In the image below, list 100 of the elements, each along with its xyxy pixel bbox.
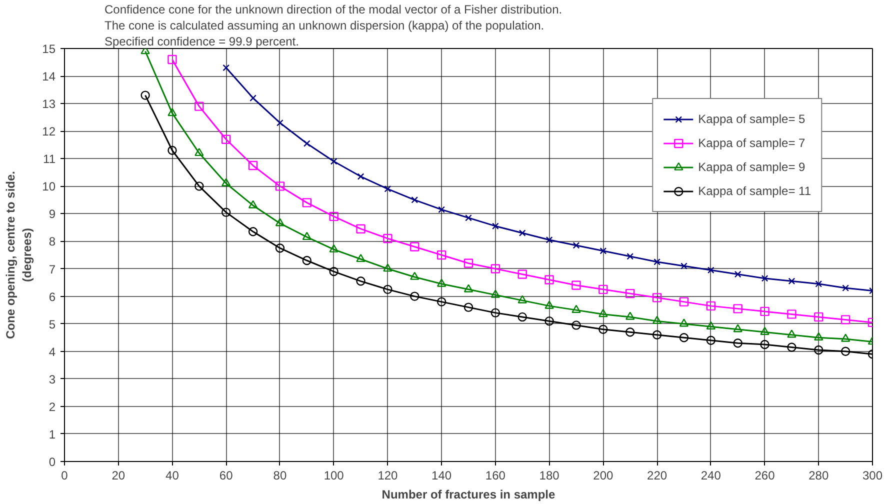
point [518, 312, 527, 322]
point [787, 342, 796, 352]
x-tick-label: 260 [754, 468, 776, 482]
point [654, 258, 660, 266]
x-tick-label: 280 [808, 468, 829, 482]
y-tick-label: 0 [48, 455, 56, 469]
point [840, 334, 850, 342]
y-tick-label: 4 [48, 344, 56, 359]
y-tick-label: 5 [48, 317, 56, 332]
point [814, 312, 824, 322]
legend-label: Kappa of sample= 11 [698, 184, 811, 198]
point [546, 236, 553, 244]
point [733, 304, 742, 314]
point [464, 302, 474, 312]
legend-label: Kappa of sample= 5 [698, 112, 806, 126]
point [436, 297, 446, 306]
point [706, 301, 716, 311]
x-tick-label: 180 [539, 468, 560, 482]
point [438, 206, 445, 213]
point [680, 262, 688, 270]
point [679, 297, 689, 306]
point [330, 158, 338, 165]
point [490, 308, 500, 318]
point [356, 224, 366, 234]
x-tick-label: 60 [219, 468, 234, 482]
point [626, 328, 635, 337]
point [842, 284, 849, 292]
point [410, 242, 420, 252]
point [840, 346, 850, 356]
point [302, 256, 312, 266]
point [222, 178, 231, 186]
point [329, 266, 338, 276]
point [544, 316, 554, 326]
point [490, 264, 500, 274]
point [194, 182, 204, 191]
chart-title: Confidence cone for the unknown direction of the modal vector of a Fisher distribution. [104, 2, 562, 16]
point [275, 182, 285, 191]
point [652, 293, 662, 302]
point [760, 340, 770, 350]
point [222, 134, 231, 144]
point [734, 270, 742, 278]
x-tick-label: 240 [700, 468, 722, 482]
x-tick-label: 80 [273, 468, 287, 482]
point [788, 278, 796, 285]
point [626, 252, 634, 260]
point [275, 244, 285, 253]
point [544, 300, 554, 309]
point [679, 318, 689, 327]
y-tick-label: 13 [42, 97, 56, 112]
point [787, 310, 796, 319]
point [410, 292, 420, 301]
point [840, 315, 850, 324]
point [679, 333, 689, 342]
point [356, 254, 366, 262]
point [275, 218, 285, 226]
point [329, 244, 338, 252]
chart-subtitle: The cone is calculated assuming an unknown dispersion (kappa) of the population. [104, 18, 544, 32]
point [248, 227, 258, 236]
y-tick-label: 2 [48, 400, 56, 414]
point [411, 196, 418, 204]
point [168, 146, 177, 155]
point [598, 284, 608, 294]
point [383, 264, 392, 272]
point [250, 94, 256, 102]
x-tick-label: 0 [61, 468, 68, 482]
y-tick-label: 15 [42, 42, 56, 56]
point [572, 304, 581, 313]
point [248, 200, 258, 208]
point [248, 160, 258, 170]
point [706, 336, 716, 345]
point [465, 214, 472, 222]
point [518, 270, 527, 279]
point [357, 173, 364, 180]
point [815, 280, 822, 288]
point [383, 234, 392, 244]
x-tick-label: 200 [593, 468, 614, 482]
legend-label: Kappa of sample= 9 [698, 160, 806, 174]
point [572, 242, 580, 249]
point [814, 345, 824, 355]
x-axis-title: Number of fractures in sample [382, 488, 556, 502]
point [600, 247, 607, 254]
y-tick-label: 14 [42, 70, 56, 84]
point [464, 284, 474, 292]
point [222, 208, 231, 217]
point [706, 321, 716, 330]
point [572, 320, 581, 330]
point [572, 280, 581, 290]
y-tick-label: 8 [48, 234, 56, 249]
point [302, 232, 312, 240]
point [329, 212, 338, 222]
point [168, 108, 177, 116]
point [168, 54, 177, 64]
x-tick-label: 140 [432, 468, 452, 482]
y-tick-label: 11 [43, 152, 56, 166]
point [436, 278, 446, 287]
point [652, 330, 662, 340]
point [518, 295, 527, 304]
point [707, 266, 714, 274]
point [598, 308, 608, 318]
point [222, 64, 230, 72]
